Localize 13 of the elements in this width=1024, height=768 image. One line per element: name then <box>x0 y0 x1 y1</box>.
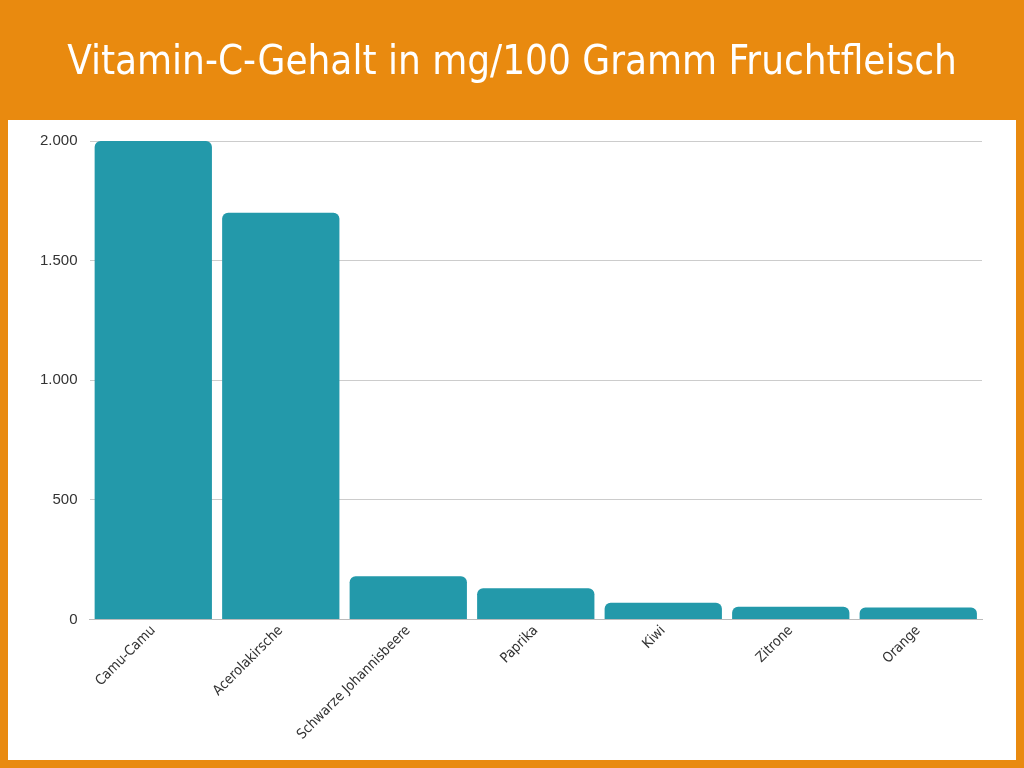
bar <box>94 141 212 619</box>
bar <box>222 212 340 619</box>
bar <box>732 606 850 619</box>
y-tick-label: 1.500 <box>39 250 78 268</box>
y-tick-label: 2.000 <box>39 131 78 149</box>
bar <box>604 602 722 619</box>
y-tick-label: 0 <box>69 609 78 627</box>
y-tick-label: 1.000 <box>39 370 78 388</box>
bar <box>349 576 467 619</box>
y-tick-label: 500 <box>52 489 78 507</box>
bar <box>859 607 977 619</box>
bar <box>477 588 595 619</box>
chart-title: Vitamin-C-Gehalt in mg/100 Gramm Fruchtfleisch <box>66 36 958 85</box>
